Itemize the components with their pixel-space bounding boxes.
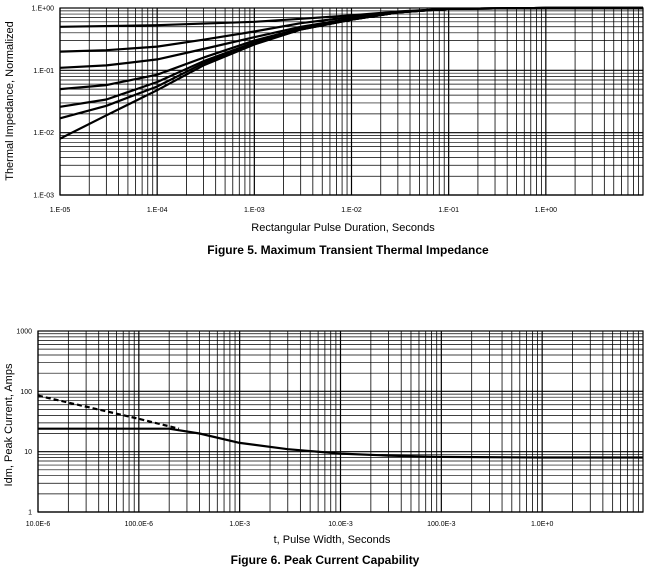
- c2-x-tick-label: 100.0E-3: [427, 521, 456, 528]
- c2-y-tick-label: 10: [24, 449, 32, 456]
- chart1-title: Figure 5. Maximum Transient Thermal Impe…: [207, 243, 489, 257]
- c1-x-tick-label: 1.E+00: [535, 207, 557, 214]
- c1-x-tick-label: 1.E-05: [50, 207, 71, 214]
- chart1-grid: [59, 8, 643, 196]
- thermal-impedance-chart: 1.E-05 1.E-04 1.E-03 1.E-02 1.E-01 1.E+00 1.E…: [4, 6, 644, 257]
- c2-y-tick-label: 1000: [16, 329, 32, 336]
- chart2-grid: [37, 331, 643, 513]
- chart1-y-ticks: 1.E-03 1.E-02 1.E-01 1.E+00: [32, 6, 54, 200]
- c2-x-tick-label: 10.0E-3: [328, 521, 353, 528]
- chart2-y-ticks: 1 10 100 1000: [16, 329, 32, 517]
- c1-y-tick-label: 1.E+00: [32, 6, 54, 13]
- c2-x-tick-label: 1.0E-3: [229, 521, 250, 528]
- c1-x-tick-label: 1.E-01: [438, 207, 459, 214]
- c2-x-tick-label: 1.0E+0: [531, 521, 553, 528]
- chart2-plot-frame: [37, 330, 644, 513]
- c2-y-tick-label: 1: [28, 510, 32, 517]
- chart1-y-label: Thermal Impedance, Normalized: [4, 21, 16, 181]
- c1-x-tick-label: 1.E-03: [244, 207, 265, 214]
- c2-y-tick-label: 100: [20, 389, 32, 396]
- chart1-x-label: Rectangular Pulse Duration, Seconds: [251, 222, 435, 234]
- chart2-y-label: Idm, Peak Current, Amps: [3, 363, 15, 486]
- chart2-series: [37, 394, 643, 459]
- chart1-plot-frame: [59, 7, 644, 196]
- c1-y-tick-label: 1.E-01: [33, 68, 54, 75]
- c1-x-tick-label: 1.E-02: [341, 207, 362, 214]
- c1-y-tick-label: 1.E-03: [33, 193, 54, 200]
- c1-y-tick-label: 1.E-02: [33, 130, 54, 137]
- c1-x-tick-label: 1.E-04: [147, 207, 168, 214]
- c2-x-tick-label: 100.0E-6: [125, 521, 154, 528]
- chart2-x-ticks: 10.0E-6 100.0E-6 1.0E-3 10.0E-3 100.0E-3 1.0E…: [26, 521, 554, 528]
- c2-series-line-1: [38, 427, 643, 459]
- chart2-x-label: t, Pulse Width, Seconds: [274, 534, 391, 546]
- chart1-x-ticks: 1.E-05 1.E-04 1.E-03 1.E-02 1.E-01 1.E+00: [50, 207, 557, 214]
- c2-series-line-0: [37, 394, 180, 430]
- chart2-title: Figure 6. Peak Current Capability: [231, 553, 420, 567]
- c2-x-tick-label: 10.0E-6: [26, 521, 51, 528]
- peak-current-chart: 10.0E-6 100.0E-6 1.0E-3 10.0E-3 100.0E-3 1.0E…: [3, 329, 644, 567]
